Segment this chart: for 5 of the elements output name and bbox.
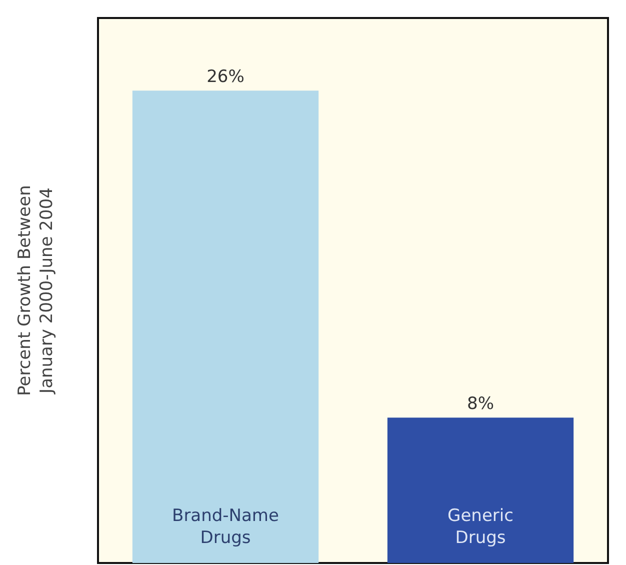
data-label: 26% xyxy=(206,67,244,88)
data-label: 8% xyxy=(467,394,494,414)
x-tick-label: Generic Drugs xyxy=(448,506,514,548)
x-tick-label: Brand-Name Drugs xyxy=(172,506,279,548)
y-axis-title: Percent Growth Between January 2000-June 2004 xyxy=(15,185,57,396)
